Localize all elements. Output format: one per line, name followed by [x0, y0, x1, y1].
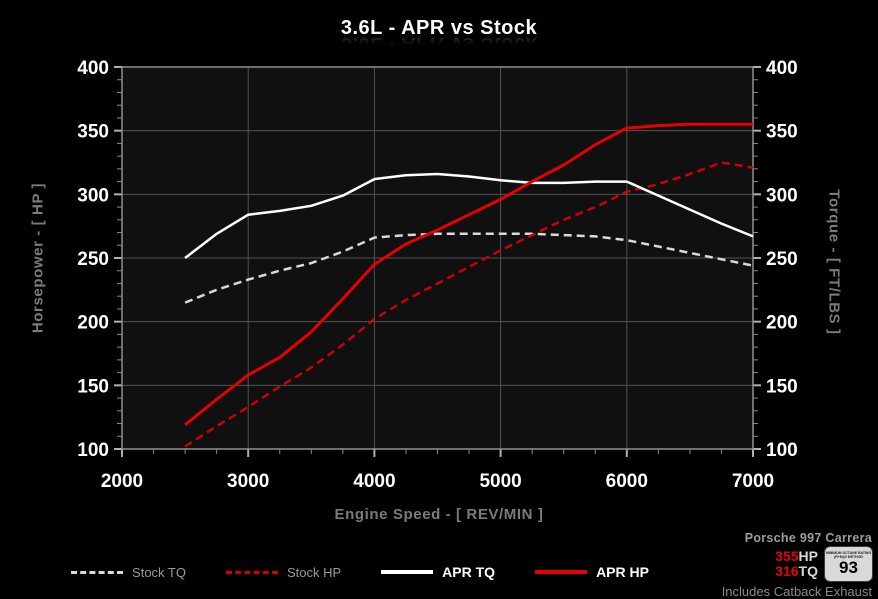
legend-item-stock-hp: Stock HP: [225, 564, 342, 580]
svg-text:4000: 4000: [353, 471, 395, 492]
svg-text:150: 150: [77, 376, 109, 397]
legend: Stock TQ Stock HP APR TQ APR HP: [0, 564, 720, 580]
y-axis-title-torque: Torque - [ FT/LBS ]: [825, 189, 843, 335]
apr-hp-line-sample: [535, 570, 588, 574]
octane-badge-header: MINIMUM OCTANE RATING (R+M)/2 METHOD: [825, 551, 872, 559]
svg-text:250: 250: [77, 249, 109, 270]
svg-text:5000: 5000: [479, 471, 521, 492]
legend-label-apr-hp: APR HP: [596, 564, 649, 580]
legend-item-apr-tq: APR TQ: [381, 564, 495, 580]
peak-hp-value: 355: [775, 548, 799, 564]
svg-text:250: 250: [766, 249, 798, 270]
svg-text:3000: 3000: [227, 471, 269, 492]
peak-stats: 355HP 316TQ: [775, 549, 818, 579]
legend-label-apr-tq: APR TQ: [442, 564, 496, 580]
stock-tq-line-sample: [71, 570, 124, 574]
svg-text:150: 150: [766, 376, 798, 397]
stock-hp-line-sample: [225, 570, 278, 574]
svg-text:7000: 7000: [732, 471, 774, 492]
legend-label-stock-tq: Stock TQ: [132, 564, 186, 580]
svg-text:200: 200: [77, 313, 109, 334]
svg-text:100: 100: [77, 440, 109, 461]
peak-hp-unit: HP: [798, 548, 818, 564]
svg-text:350: 350: [766, 122, 798, 143]
vehicle-name: Porsche 997 Carrera: [744, 531, 872, 545]
svg-text:100: 100: [766, 440, 798, 461]
peak-tq-unit: TQ: [798, 563, 818, 579]
svg-text:400: 400: [77, 58, 109, 79]
legend-item-apr-hp: APR HP: [535, 564, 649, 580]
octane-rating: 93: [839, 558, 858, 577]
svg-text:400: 400: [766, 58, 798, 79]
chart-title-block: 3.6L - APR vs Stock 3.6L - APR vs Stock: [0, 17, 878, 55]
y-axis-title-horsepower: Horsepower - [ HP ]: [29, 182, 47, 334]
legend-item-stock-tq: Stock TQ: [71, 564, 186, 580]
exhaust-note: Includes Catback Exhaust: [721, 584, 872, 599]
svg-text:300: 300: [766, 185, 798, 206]
octane-badge: MINIMUM OCTANE RATING (R+M)/2 METHOD 93: [825, 547, 872, 581]
x-axis-title-engine-speed: Engine Speed - [ REV/MIN ]: [334, 506, 544, 523]
page-title: 3.6L - APR vs Stock: [340, 17, 538, 39]
peak-hp: 355HP: [775, 549, 818, 564]
svg-text:200: 200: [766, 313, 798, 334]
svg-text:2000: 2000: [101, 471, 143, 492]
peak-tq: 316TQ: [775, 564, 818, 579]
peak-tq-value: 316: [775, 563, 799, 579]
legend-label-stock-hp: Stock HP: [286, 564, 342, 580]
vehicle-info-block: Porsche 997 Carrera 355HP 316TQ MINIMUM …: [722, 531, 872, 599]
svg-text:350: 350: [77, 122, 109, 143]
svg-text:300: 300: [77, 185, 109, 206]
apr-tq-line-sample: [381, 570, 434, 574]
svg-text:6000: 6000: [606, 471, 648, 492]
